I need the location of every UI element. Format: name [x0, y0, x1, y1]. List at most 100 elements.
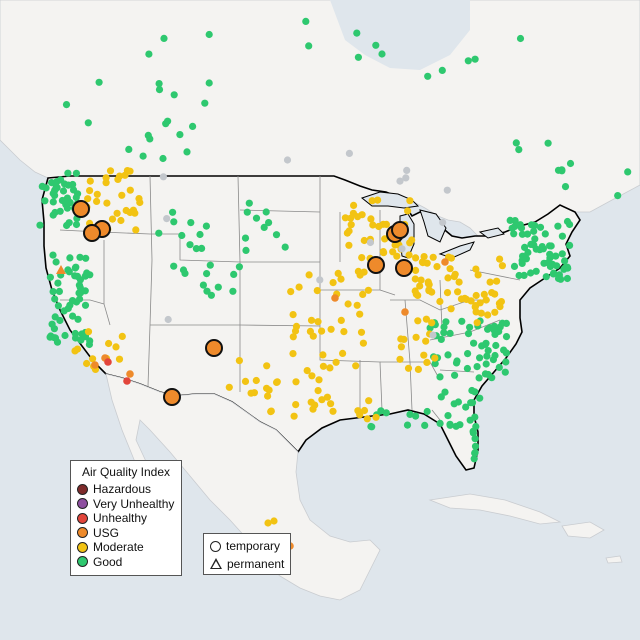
sensor-good[interactable]: [468, 399, 477, 407]
sensor-good[interactable]: [176, 131, 184, 139]
sensor-good[interactable]: [527, 240, 535, 248]
sensor-moderate[interactable]: [498, 262, 506, 270]
sensor-moderate[interactable]: [374, 196, 382, 204]
sensor-good[interactable]: [74, 190, 82, 198]
sensor-moderate[interactable]: [404, 364, 413, 372]
sensor-good[interactable]: [139, 152, 147, 160]
sensor-good[interactable]: [164, 117, 172, 125]
sensor-good[interactable]: [281, 243, 289, 251]
sensor-good[interactable]: [229, 287, 237, 295]
sensor-good[interactable]: [454, 398, 462, 406]
sensor-good[interactable]: [61, 197, 69, 205]
sensor-moderate[interactable]: [408, 236, 416, 244]
sensor-good[interactable]: [557, 275, 565, 283]
sensor-moderate[interactable]: [308, 372, 316, 380]
sensor-usg[interactable]: [441, 258, 449, 266]
sensor-good[interactable]: [558, 232, 567, 240]
sensor-good[interactable]: [488, 374, 496, 382]
sensor-good[interactable]: [510, 262, 519, 270]
sensor-good[interactable]: [456, 421, 464, 429]
sensor-moderate[interactable]: [102, 174, 110, 182]
sensor-moderate[interactable]: [472, 291, 480, 300]
sensor-good[interactable]: [527, 269, 535, 277]
sensor-moderate[interactable]: [364, 286, 372, 294]
sensor-good[interactable]: [55, 287, 64, 295]
sensor-good[interactable]: [202, 222, 210, 230]
sensor-moderate[interactable]: [471, 303, 479, 311]
sensor-good[interactable]: [431, 360, 439, 368]
sensor-moderate[interactable]: [357, 328, 366, 336]
sensor-good[interactable]: [198, 244, 206, 252]
temporary-monitor-usg[interactable]: [163, 388, 181, 406]
sensor-good[interactable]: [75, 289, 83, 297]
sensor-good[interactable]: [377, 407, 385, 415]
sensor-no-data[interactable]: [429, 331, 437, 339]
sensor-moderate[interactable]: [428, 288, 436, 296]
sensor-moderate[interactable]: [444, 274, 452, 282]
sensor-good[interactable]: [475, 374, 483, 382]
sensor-good[interactable]: [541, 230, 549, 238]
sensor-moderate[interactable]: [112, 343, 120, 351]
sensor-good[interactable]: [367, 422, 375, 431]
sensor-moderate[interactable]: [318, 327, 326, 335]
sensor-good[interactable]: [495, 363, 503, 371]
sensor-good[interactable]: [199, 281, 207, 289]
sensor-moderate[interactable]: [360, 236, 368, 245]
sensor-moderate[interactable]: [397, 343, 405, 351]
sensor-good[interactable]: [170, 262, 178, 270]
sensor-moderate[interactable]: [461, 294, 469, 302]
sensor-good[interactable]: [476, 354, 484, 362]
sensor-no-data[interactable]: [443, 186, 451, 194]
sensor-moderate[interactable]: [117, 216, 125, 225]
sensor-good[interactable]: [471, 435, 479, 443]
sensor-moderate[interactable]: [263, 384, 271, 392]
sensor-good[interactable]: [527, 221, 536, 229]
sensor-moderate[interactable]: [225, 383, 233, 391]
sensor-good[interactable]: [462, 403, 470, 411]
sensor-good[interactable]: [69, 312, 77, 320]
sensor-good[interactable]: [506, 216, 514, 224]
sensor-moderate[interactable]: [113, 209, 121, 217]
sensor-good[interactable]: [305, 42, 313, 50]
sensor-good[interactable]: [501, 368, 509, 376]
sensor-good[interactable]: [515, 271, 523, 280]
sensor-good[interactable]: [145, 50, 153, 58]
sensor-good[interactable]: [466, 323, 474, 331]
sensor-good[interactable]: [471, 449, 479, 457]
sensor-no-data[interactable]: [403, 166, 411, 174]
sensor-no-data[interactable]: [316, 276, 324, 284]
sensor-moderate[interactable]: [115, 355, 124, 363]
sensor-good[interactable]: [558, 250, 566, 258]
sensor-moderate[interactable]: [411, 275, 419, 283]
sensor-good[interactable]: [125, 145, 133, 153]
sensor-moderate[interactable]: [493, 277, 501, 285]
sensor-good[interactable]: [155, 86, 164, 94]
sensor-moderate[interactable]: [291, 327, 300, 335]
sensor-moderate[interactable]: [352, 362, 360, 370]
sensor-usg[interactable]: [126, 370, 134, 378]
sensor-moderate[interactable]: [292, 378, 300, 386]
sensor-good[interactable]: [473, 363, 481, 371]
sensor-moderate[interactable]: [424, 279, 432, 287]
sensor-moderate[interactable]: [443, 289, 452, 297]
sensor-good[interactable]: [500, 346, 508, 354]
sensor-good[interactable]: [170, 91, 178, 99]
sensor-moderate[interactable]: [382, 220, 390, 228]
sensor-good[interactable]: [159, 154, 167, 163]
sensor-good[interactable]: [71, 329, 79, 338]
sensor-good[interactable]: [520, 271, 528, 279]
sensor-moderate[interactable]: [454, 288, 462, 296]
sensor-good[interactable]: [544, 259, 552, 267]
sensor-moderate[interactable]: [423, 358, 431, 366]
sensor-good[interactable]: [72, 169, 80, 177]
sensor-good[interactable]: [72, 220, 81, 229]
sensor-no-data[interactable]: [396, 177, 404, 185]
sensor-good[interactable]: [440, 329, 448, 337]
sensor-good[interactable]: [532, 245, 540, 253]
sensor-moderate[interactable]: [484, 311, 492, 319]
sensor-good[interactable]: [521, 243, 529, 251]
sensor-good[interactable]: [52, 258, 60, 266]
sensor-moderate[interactable]: [323, 393, 331, 401]
permanent-monitor-usg[interactable]: [56, 265, 66, 274]
sensor-moderate[interactable]: [343, 229, 351, 237]
